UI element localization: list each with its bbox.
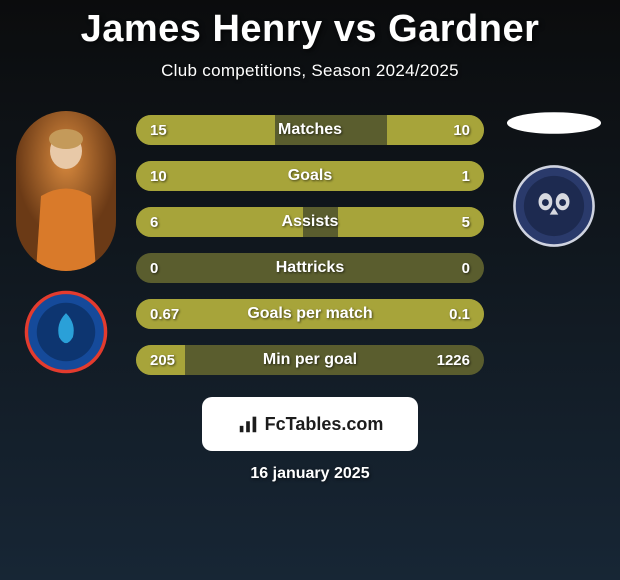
right-column (494, 111, 614, 249)
stat-bar: Assists6 5 (136, 207, 484, 237)
source-text: FcTables.com (265, 414, 384, 435)
stat-label: Assists (136, 207, 484, 237)
stat-value-left: 10 (150, 161, 167, 191)
stat-label: Goals per match (136, 299, 484, 329)
stat-value-right: 10 (453, 115, 470, 145)
club-left-badge (16, 289, 116, 375)
player-placeholder-icon (505, 111, 603, 135)
owl-badge-icon (504, 163, 604, 249)
source-suffix: Tables.com (286, 414, 384, 434)
shield-icon (16, 289, 116, 375)
main-row: Matches1510Goals101Assists65Hattricks00G… (0, 111, 620, 375)
stat-value-left: 0.67 (150, 299, 179, 329)
stat-bar: Matches15 10 (136, 115, 484, 145)
page-title: James Henry vs Gardner (81, 8, 540, 51)
player-silhouette-icon (16, 111, 116, 271)
stat-bar: Goals10 1 (136, 161, 484, 191)
left-column (6, 111, 126, 375)
stat-label: Matches (136, 115, 484, 145)
content-root: James Henry vs Gardner Club competitions… (0, 0, 620, 580)
source-badge: FcTables.com (202, 397, 418, 451)
stat-value-left: 0 (150, 253, 158, 283)
stats-bars: Matches1510Goals101Assists65Hattricks00G… (136, 115, 484, 375)
stat-label: Goals (136, 161, 484, 191)
player-right-photo (505, 111, 603, 135)
stat-value-left: 15 (150, 115, 167, 145)
subtitle: Club competitions, Season 2024/2025 (161, 61, 459, 81)
stat-value-right: 1 (462, 161, 470, 191)
club-right-badge (504, 163, 604, 249)
stat-value-right: 1226 (437, 345, 470, 375)
date-label: 16 january 2025 (250, 465, 369, 483)
stat-bar: Min per goal205 1226 (136, 345, 484, 375)
stat-value-left: 205 (150, 345, 175, 375)
stat-value-right: 0.1 (449, 299, 470, 329)
chart-icon (237, 413, 259, 435)
stat-bar: Hattricks0 0 (136, 253, 484, 283)
source-prefix: Fc (265, 414, 286, 434)
stat-label: Hattricks (136, 253, 484, 283)
stat-label: Min per goal (136, 345, 484, 375)
stat-value-right: 0 (462, 253, 470, 283)
stat-value-right: 5 (462, 207, 470, 237)
player-left-photo (16, 111, 116, 271)
stat-value-left: 6 (150, 207, 158, 237)
stat-bar: Goals per match0.67 0.1 (136, 299, 484, 329)
